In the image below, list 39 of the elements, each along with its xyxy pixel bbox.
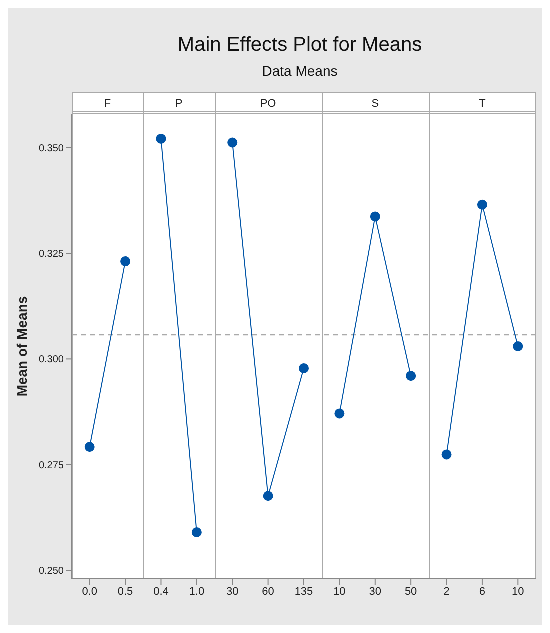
x-tick-label: 1.0 xyxy=(189,586,205,598)
point xyxy=(370,212,380,222)
text: PO xyxy=(260,98,277,110)
y-tick-label: 0.275 xyxy=(38,460,64,472)
point xyxy=(477,200,488,210)
x-tick-label: 0.5 xyxy=(118,586,134,598)
point xyxy=(84,442,95,452)
x-tick-label: 2 xyxy=(444,586,450,598)
text: F xyxy=(104,98,112,110)
point xyxy=(120,256,131,267)
y-tick-label: 0.350 xyxy=(38,143,64,154)
x-tick-label: 0.4 xyxy=(154,586,169,598)
y-tick-label: 0.300 xyxy=(38,354,64,366)
point xyxy=(263,491,274,502)
text: P xyxy=(175,98,183,110)
x-tick-label: 10 xyxy=(512,586,524,598)
x-tick-label: 135 xyxy=(294,586,314,598)
x-tick-label: 0.0 xyxy=(82,586,98,598)
point xyxy=(192,528,202,538)
point xyxy=(156,134,166,144)
x-tick-label: 10 xyxy=(334,586,346,598)
point xyxy=(406,371,416,382)
point xyxy=(334,408,345,419)
chart-subtitle: Data Means xyxy=(261,63,339,79)
y-tick-label: 0.250 xyxy=(38,566,64,578)
x-tick-label: 30 xyxy=(369,586,382,598)
text: S xyxy=(372,98,380,110)
point xyxy=(442,450,452,460)
x-tick-label: 30 xyxy=(226,586,239,598)
x-tick-label: 6 xyxy=(479,586,486,598)
point xyxy=(228,138,238,148)
x-tick-label: 60 xyxy=(262,586,274,598)
x-tick-label: 50 xyxy=(404,586,418,598)
point xyxy=(513,342,524,352)
text: T xyxy=(479,98,486,110)
chart-title: Main Effects Plot for Means xyxy=(176,34,424,57)
y-axis-title: Mean of Means xyxy=(14,296,30,397)
point xyxy=(299,363,309,374)
y-tick-label: 0.325 xyxy=(38,249,64,260)
